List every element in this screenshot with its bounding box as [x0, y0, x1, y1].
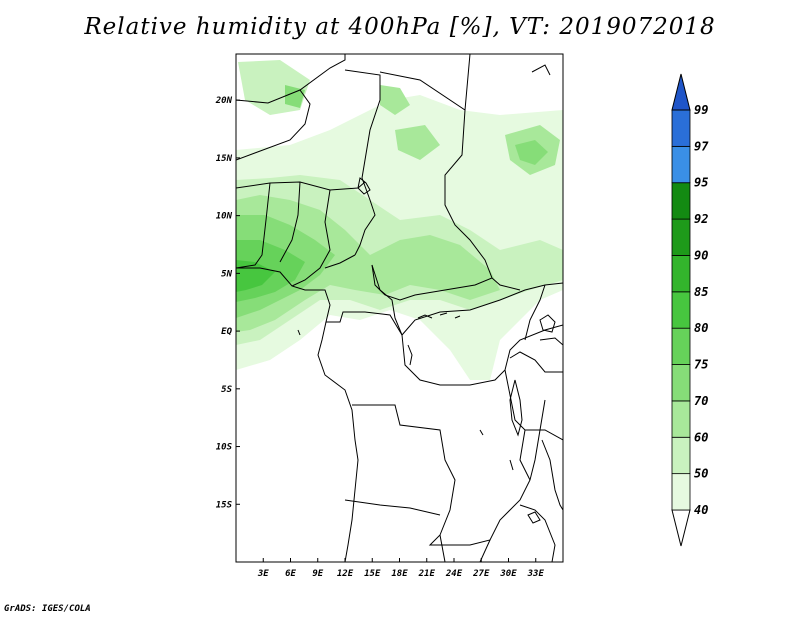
colorbar-label: 90 — [694, 248, 708, 262]
x-tick-label: 6E — [285, 569, 296, 579]
y-tick-label: 20N — [215, 96, 233, 106]
humidity-shading — [236, 60, 563, 380]
x-tick-label: 21E — [418, 569, 436, 579]
y-tick-label: 10S — [216, 443, 233, 453]
colorbar-segment — [671, 182, 691, 220]
colorbar-segment — [671, 364, 691, 402]
y-tick-label: 15S — [216, 500, 233, 510]
longitude-axis: 3E 6E 9E 12E 15E 18E 21E 24E 27E 30E 33E — [257, 558, 545, 579]
x-tick-label: 24E — [445, 569, 463, 579]
colorbar-max-triangle — [671, 73, 691, 111]
colorbar-segment — [671, 400, 691, 438]
colorbar-label: 40 — [694, 503, 708, 517]
colorbar-segment — [671, 109, 691, 147]
lakes — [357, 64, 556, 524]
colorbar-label: 80 — [694, 321, 708, 335]
credit-label: GrADS: IGES/COLA — [4, 604, 91, 614]
x-tick-label: 30E — [499, 569, 517, 579]
colorbar: 40 50 60 70 75 80 85 90 92 95 97 99 — [671, 73, 709, 547]
y-tick-label: 5S — [221, 385, 232, 395]
colorbar-label: 97 — [694, 139, 709, 153]
map-title: Relative humidity at 400hPa [%], VT: 201… — [84, 14, 716, 40]
y-tick-label: 15N — [216, 154, 233, 164]
colorbar-segment — [671, 255, 691, 293]
colorbar-segment — [671, 218, 691, 256]
x-tick-label: 33E — [527, 569, 545, 579]
x-tick-label: 12E — [337, 569, 354, 579]
x-tick-label: 15E — [364, 569, 381, 579]
colorbar-segment — [671, 145, 691, 184]
colorbar-segment — [671, 327, 691, 365]
colorbar-label: 85 — [694, 285, 708, 299]
colorbar-segment — [671, 436, 691, 475]
colorbar-label: 60 — [694, 430, 708, 444]
y-tick-label: 5N — [221, 269, 232, 279]
x-tick-label: 3E — [257, 569, 269, 579]
colorbar-segment — [671, 473, 691, 511]
latitude-axis: 20N 15N 10N 5N EQ 5S 10S 15S — [215, 96, 240, 510]
colorbar-label: 92 — [694, 212, 708, 226]
x-tick-label: 18E — [391, 569, 408, 579]
x-tick-label: 9E — [312, 569, 323, 579]
y-tick-label: EQ — [221, 327, 232, 337]
colorbar-label: 95 — [694, 176, 708, 190]
country-borders — [236, 54, 563, 562]
colorbar-label: 75 — [694, 358, 708, 372]
colorbar-label: 50 — [694, 467, 708, 481]
colorbar-label: 99 — [694, 103, 708, 117]
x-tick-label: 27E — [472, 569, 490, 579]
colorbar-segment — [671, 291, 691, 329]
y-tick-label: 10N — [216, 212, 233, 222]
river-fragments — [297, 312, 514, 471]
colorbar-min-triangle — [671, 509, 691, 547]
colorbar-label: 70 — [694, 394, 708, 408]
